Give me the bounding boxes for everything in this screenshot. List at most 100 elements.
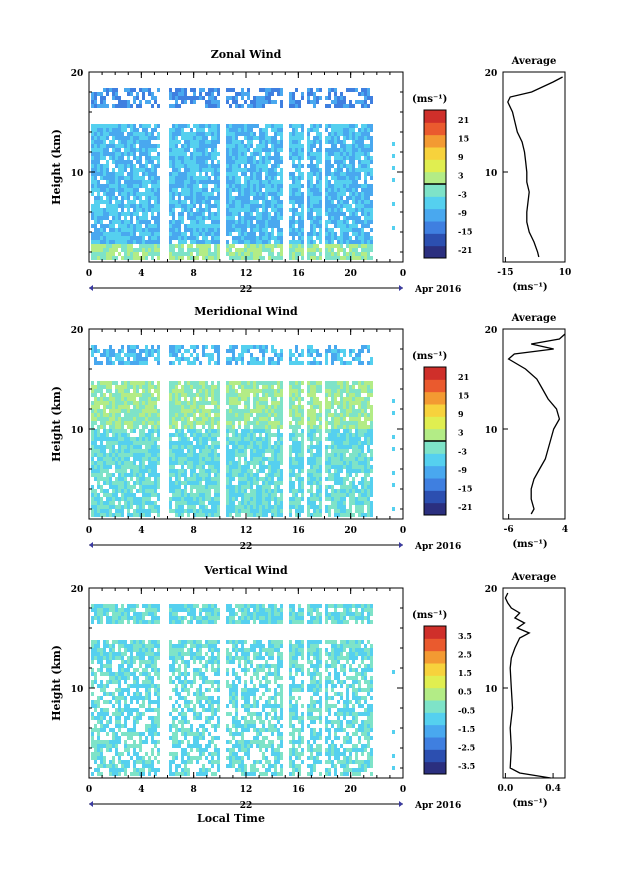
- heatmap-cell: [169, 140, 172, 144]
- heatmap-cell: [157, 349, 160, 353]
- heatmap-cell: [154, 477, 157, 481]
- heatmap-cell: [124, 212, 127, 216]
- heatmap-cell: [268, 220, 271, 224]
- heatmap-cell: [127, 252, 130, 256]
- heatmap-cell: [313, 164, 316, 168]
- heatmap-cell: [100, 232, 103, 236]
- heatmap-cell: [97, 381, 100, 385]
- heatmap-cell: [199, 140, 202, 144]
- heatmap-cell: [148, 437, 151, 441]
- heatmap-cell: [214, 393, 217, 397]
- heatmap-cell: [325, 156, 328, 160]
- heatmap-cell: [175, 477, 178, 481]
- heatmap-cell: [277, 393, 280, 397]
- heatmap-cell: [229, 453, 232, 457]
- heatmap-cell: [241, 188, 244, 192]
- heatmap-cell: [187, 425, 190, 429]
- heatmap-cell: [151, 345, 154, 349]
- heatmap-cell: [247, 188, 250, 192]
- heatmap-cell: [199, 208, 202, 212]
- heatmap-cell: [229, 148, 232, 152]
- heatmap-cell: [172, 204, 175, 208]
- heatmap-cell: [244, 148, 247, 152]
- heatmap-cell: [190, 501, 193, 505]
- heatmap-cell: [346, 132, 349, 136]
- heatmap-cell: [136, 148, 139, 152]
- heatmap-cell: [259, 204, 262, 208]
- heatmap-cell: [307, 192, 310, 196]
- heatmap-cell: [124, 405, 127, 409]
- heatmap-cell: [319, 200, 322, 204]
- heatmap-cell: [196, 144, 199, 148]
- heatmap-cell: [319, 240, 322, 244]
- heatmap-cell: [241, 497, 244, 501]
- colorbar-swatch: [424, 245, 446, 259]
- heatmap-cell: [208, 96, 211, 100]
- heatmap-cell: [364, 252, 367, 256]
- heatmap-cell: [367, 164, 370, 168]
- heatmap-cell: [169, 401, 172, 405]
- heatmap-cell: [97, 493, 100, 497]
- heatmap-cell: [202, 244, 205, 248]
- heatmap-cell: [145, 220, 148, 224]
- heatmap-cell: [337, 124, 340, 128]
- heatmap-cell: [268, 200, 271, 204]
- heatmap-cell: [109, 389, 112, 393]
- heatmap-cell: [109, 417, 112, 421]
- heatmap-cell: [214, 493, 217, 497]
- heatmap-cell: [193, 445, 196, 449]
- heatmap-cell: [241, 152, 244, 156]
- heatmap-cell: [211, 88, 214, 92]
- heatmap-cell: [280, 453, 283, 457]
- heatmap-cell: [94, 156, 97, 160]
- heatmap-cell: [310, 168, 313, 172]
- heatmap-cell: [265, 204, 268, 208]
- heatmap-cell: [112, 132, 115, 136]
- heatmap-cell: [289, 156, 292, 160]
- heatmap-cell: [175, 152, 178, 156]
- heatmap-cell: [364, 244, 367, 248]
- heatmap-cell: [343, 136, 346, 140]
- colorbar-swatch: [424, 184, 446, 197]
- heatmap-cell: [262, 437, 265, 441]
- heatmap-cell: [139, 457, 142, 461]
- heatmap-cell: [172, 248, 175, 252]
- heatmap-cell: [202, 140, 205, 144]
- heatmap-cell: [292, 204, 295, 208]
- heatmap-cell: [112, 208, 115, 212]
- heatmap-cell: [196, 461, 199, 465]
- heatmap-cell: [103, 240, 106, 244]
- heatmap-cell: [193, 481, 196, 485]
- heatmap-cell: [262, 449, 265, 453]
- heatmap-cell: [97, 128, 100, 132]
- heatmap-cell: [190, 477, 193, 481]
- heatmap-cell: [151, 353, 154, 357]
- heatmap-cell: [232, 457, 235, 461]
- heatmap-cell: [256, 457, 259, 461]
- heatmap-cell: [205, 188, 208, 192]
- heatmap-cell: [271, 252, 274, 256]
- heatmap-cell: [355, 240, 358, 244]
- heatmap-cell: [118, 385, 121, 389]
- heatmap-cell: [274, 220, 277, 224]
- heatmap-cell: [250, 453, 253, 457]
- heatmap-cell: [145, 240, 148, 244]
- heatmap-cell: [193, 212, 196, 216]
- heatmap-cell: [250, 433, 253, 437]
- heatmap-cell: [247, 393, 250, 397]
- heatmap-cell: [232, 168, 235, 172]
- heatmap-cell: [91, 208, 94, 212]
- heatmap-cell: [331, 228, 334, 232]
- heatmap-cell: [124, 88, 127, 92]
- heatmap-cell: [94, 433, 97, 437]
- heatmap-cell: [193, 465, 196, 469]
- heatmap-cell: [103, 96, 106, 100]
- heatmap-cell: [154, 417, 157, 421]
- heatmap-cell: [232, 501, 235, 505]
- heatmap-cell: [181, 505, 184, 509]
- heatmap-cell: [289, 477, 292, 481]
- heatmap-cell: [154, 164, 157, 168]
- heatmap-cell: [277, 156, 280, 160]
- heatmap-cell: [211, 124, 214, 128]
- heatmap-cell: [127, 208, 130, 212]
